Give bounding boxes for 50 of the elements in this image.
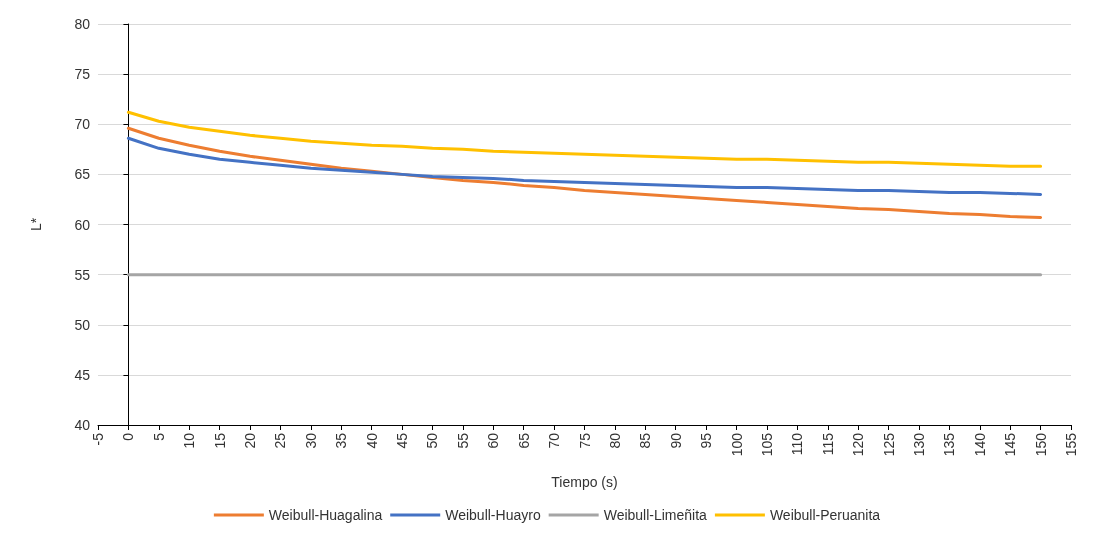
y-tick-label: 75 [74,66,91,83]
x-tick-label: 55 [454,432,471,449]
x-tick-label: 145 [1002,432,1019,457]
x-tick-label: 90 [667,432,684,449]
x-tick-label: 80 [606,432,623,449]
x-tick-label: 40 [363,432,380,449]
x-tick-label: 125 [880,432,897,457]
x-tick-label: 115 [819,432,836,456]
x-tick-label: 45 [394,432,411,449]
y-tick-label: 50 [74,316,91,333]
x-tick-label: 100 [728,432,745,457]
legend-label: Weibull-Huayro [445,507,541,523]
x-tick-label: 20 [242,432,259,449]
x-tick-label: 140 [971,432,988,457]
x-tick-label: 65 [515,432,532,449]
line-series [126,136,1043,196]
x-tick-label: 15 [211,432,228,449]
y-tick-label: 80 [74,16,91,32]
x-tick-label: 75 [576,432,593,449]
x-tick-label: 60 [485,432,502,449]
x-tick-label: 85 [637,432,654,449]
x-tick-label: 0 [120,432,137,441]
x-tick-label: 25 [272,432,289,449]
x-tick-label: 120 [850,432,867,457]
y-tick-label: 65 [74,166,91,183]
x-tick-label: 30 [302,432,319,449]
x-tick-label: 70 [546,432,563,449]
line-series [126,126,1043,219]
x-tick-label: 10 [181,432,198,449]
x-axis-title: Tiempo (s) [551,474,618,490]
y-tick-label: 70 [74,116,91,133]
line-series [126,110,1043,168]
x-tick-label: 135 [941,432,958,457]
x-tick-label: 35 [333,432,350,449]
x-tick-label: 50 [424,432,441,449]
y-tick-label: 60 [74,216,91,233]
legend-label: Weibull-Huagalina [268,507,383,523]
x-tick-label: 110 [789,432,806,456]
legend-label: Weibull-Limeñita [603,507,708,523]
x-tick-label: 130 [910,432,927,457]
y-tick-label: 45 [74,366,91,383]
x-tick-label: 95 [698,432,715,449]
x-tick-label: -5 [90,432,106,446]
x-tick-label: 5 [150,432,167,441]
x-tick-label: 105 [758,432,775,457]
y-tick-label: 55 [74,266,91,283]
legend-label: Weibull-Peruanita [769,507,881,523]
y-axis-title: L* [28,217,44,232]
x-tick-label: 150 [1032,432,1049,457]
x-tick-label: 155 [1063,432,1079,457]
